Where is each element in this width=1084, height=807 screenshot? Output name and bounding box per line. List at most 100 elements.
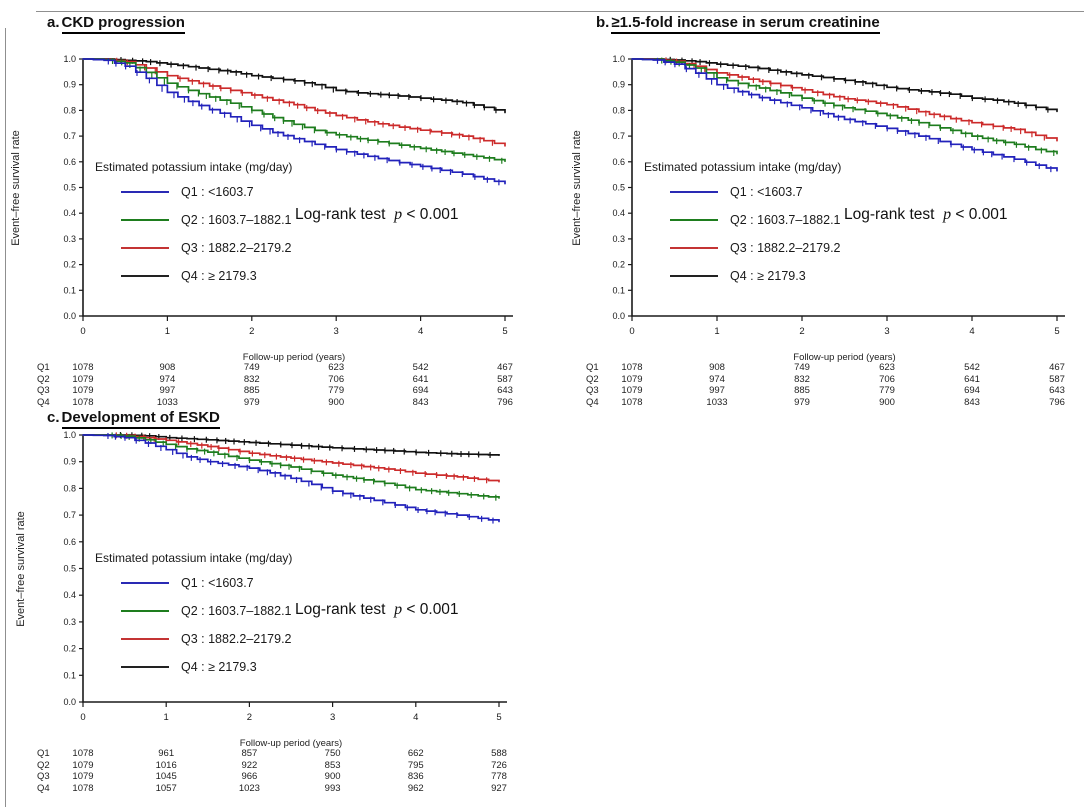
risk-row-label: Q2 — [37, 373, 50, 385]
risk-cell: 979 — [243, 396, 260, 408]
risk-cell: 779 — [328, 385, 345, 396]
legend-entry-q3: Q3 : 1882.2–2179.2 — [644, 234, 841, 262]
legend-line-icon — [121, 246, 169, 250]
risk-cell: 795 — [407, 759, 424, 771]
x-tick-label: 3 — [884, 326, 889, 337]
y-tick-label: 0.1 — [63, 285, 76, 295]
risk-cell: 641 — [412, 373, 429, 385]
risk-cell: 993 — [324, 782, 341, 794]
legend-line-icon — [121, 218, 169, 222]
legend-line-icon — [121, 637, 169, 641]
risk-cell: 974 — [159, 373, 176, 385]
risk-row-label: Q3 — [586, 385, 599, 396]
x-axis-label: Follow-up period (years) — [242, 352, 346, 363]
panel-letter: a. — [47, 14, 60, 31]
legend-entry-label: Q3 : 1882.2–2179.2 — [730, 241, 841, 255]
risk-cell: 587 — [1049, 373, 1065, 385]
km-curve-q1 — [82, 58, 506, 185]
risk-cell: 1079 — [72, 771, 94, 782]
risk-cell: 694 — [412, 385, 429, 396]
risk-cell: 966 — [241, 771, 258, 782]
risk-cell: 623 — [328, 362, 345, 373]
risk-cell: 749 — [243, 362, 260, 373]
risk-row-label: Q3 — [37, 771, 50, 782]
legend-line-icon — [121, 190, 169, 194]
legend-block: Estimated potassium intake (mg/day) Q1 : … — [95, 160, 292, 290]
risk-cell: 997 — [709, 385, 725, 396]
km-curve-q2 — [82, 58, 506, 163]
risk-cell: 900 — [324, 771, 341, 782]
legend-entry-label: Q3 : 1882.2–2179.2 — [181, 632, 292, 646]
x-tick-label: 4 — [413, 712, 418, 723]
risk-cell: 796 — [1049, 396, 1065, 408]
y-tick-label: 0.8 — [63, 483, 76, 493]
risk-cell: 1078 — [72, 362, 94, 373]
risk-cell: 900 — [879, 396, 895, 408]
km-curve-q1 — [631, 58, 1058, 172]
risk-cell: 587 — [497, 373, 513, 385]
legend-line-icon — [121, 665, 169, 669]
legend-entry-q2: Q2 : 1603.7–1882.1 — [95, 597, 292, 625]
panel-title-text: Development of ESKD — [61, 409, 220, 429]
y-tick-label: 0.6 — [612, 157, 625, 167]
logrank-prefix: Log-rank test — [295, 601, 386, 618]
legend-title: Estimated potassium intake (mg/day) — [644, 160, 842, 174]
risk-cell: 726 — [491, 759, 507, 771]
risk-cell: 662 — [407, 748, 424, 759]
legend-title: Estimated potassium intake (mg/day) — [95, 551, 293, 565]
risk-cell: 1045 — [155, 771, 177, 782]
legend-entry-q4: Q4 : ≥ 2179.3 — [95, 653, 292, 681]
risk-cell: 1079 — [72, 759, 94, 771]
risk-cell: 623 — [879, 362, 895, 373]
risk-cell: 997 — [159, 385, 176, 396]
risk-row-label: Q1 — [37, 748, 50, 759]
risk-cell: 694 — [964, 385, 980, 396]
x-tick-label: 5 — [502, 326, 507, 337]
risk-cell: 542 — [412, 362, 429, 373]
logrank-value: < 0.001 — [406, 601, 459, 618]
y-tick-label: 0.2 — [63, 260, 76, 270]
y-tick-label: 1.0 — [63, 430, 76, 440]
risk-row-label: Q4 — [37, 782, 50, 794]
risk-cell: 1079 — [621, 373, 643, 385]
logrank-test-label: Log-rank test p < 0.001 — [295, 206, 459, 224]
y-tick-label: 0.4 — [63, 208, 76, 218]
y-tick-label: 0.0 — [612, 311, 625, 321]
x-tick-label: 4 — [418, 326, 423, 337]
x-tick-label: 3 — [334, 326, 339, 337]
km-curve-q1 — [82, 434, 500, 523]
panel-title-text: CKD progression — [61, 14, 185, 34]
x-tick-label: 0 — [80, 326, 85, 337]
logrank-value: < 0.001 — [406, 206, 459, 223]
risk-cell: 900 — [328, 396, 345, 408]
risk-cell: 1079 — [72, 373, 94, 385]
x-tick-label: 5 — [1054, 326, 1059, 337]
x-tick-label: 2 — [799, 326, 804, 337]
legend-entry-q1: Q1 : <1603.7 — [95, 569, 292, 597]
legend-entry-q3: Q3 : 1882.2–2179.2 — [95, 625, 292, 653]
y-tick-label: 0.3 — [63, 617, 76, 627]
legend-entry-q4: Q4 : ≥ 2179.3 — [644, 262, 841, 290]
legend-entry-q3: Q3 : 1882.2–2179.2 — [95, 234, 292, 262]
risk-cell: 885 — [243, 385, 260, 396]
figure-border-left — [5, 28, 6, 807]
x-tick-label: 2 — [249, 326, 254, 337]
y-tick-label: 0.5 — [612, 183, 625, 193]
legend-entry-label: Q3 : 1882.2–2179.2 — [181, 241, 292, 255]
legend-entry-label: Q2 : 1603.7–1882.1 — [181, 213, 292, 227]
y-tick-label: 0.0 — [63, 311, 76, 321]
risk-cell: 1016 — [155, 759, 177, 771]
risk-cell: 1078 — [72, 748, 94, 759]
y-tick-label: 0.3 — [63, 234, 76, 244]
legend-title: Estimated potassium intake (mg/day) — [95, 160, 293, 174]
legend-block: Estimated potassium intake (mg/day) Q1 : … — [95, 551, 292, 681]
x-tick-label: 0 — [629, 326, 634, 337]
logrank-test-label: Log-rank test p < 0.001 — [844, 206, 1008, 224]
y-tick-label: 0.2 — [612, 260, 625, 270]
risk-cell: 542 — [964, 362, 980, 373]
legend-line-icon — [670, 274, 718, 278]
risk-cell: 643 — [497, 385, 513, 396]
risk-cell: 843 — [412, 396, 429, 408]
legend-entry-label: Q4 : ≥ 2179.3 — [181, 660, 257, 674]
